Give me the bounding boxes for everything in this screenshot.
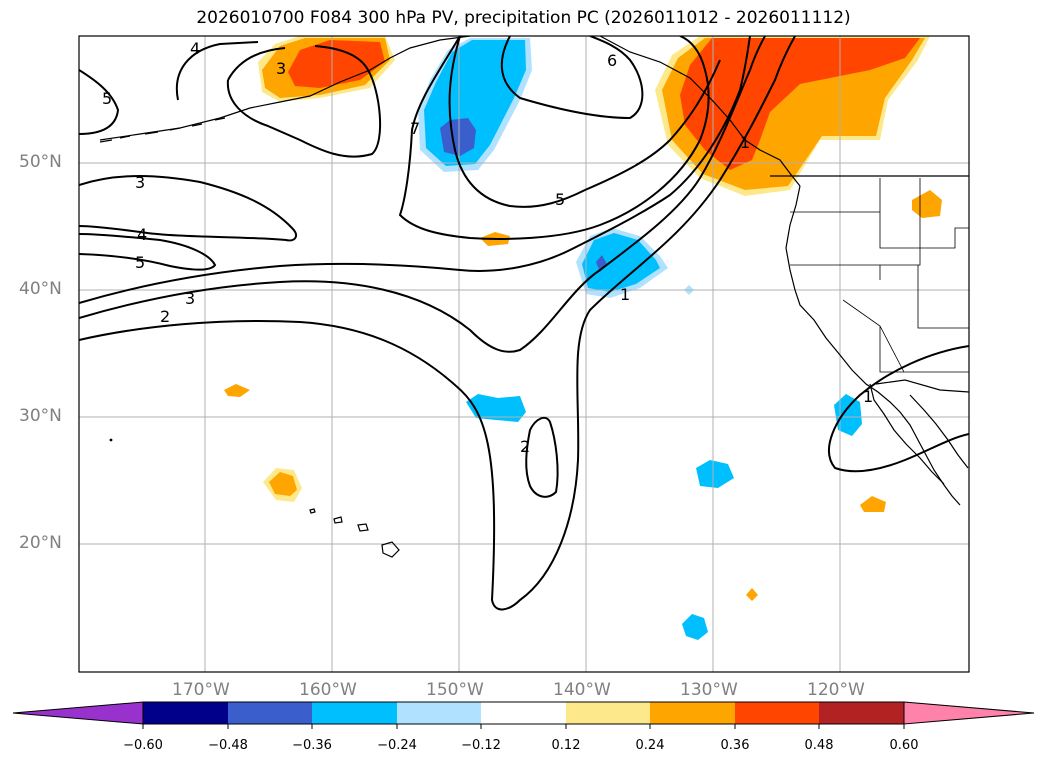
colorbar-segment bbox=[650, 702, 735, 724]
pv-contour-3-west bbox=[79, 175, 297, 242]
pv-contour-3-main bbox=[79, 36, 766, 353]
precip-negative-mid-core bbox=[582, 233, 660, 292]
pv-contours bbox=[79, 36, 969, 611]
colorbar-segment bbox=[143, 702, 228, 724]
gridlines bbox=[79, 36, 969, 672]
precip-positive-tiny bbox=[746, 588, 758, 601]
lat-label: 40°N bbox=[19, 279, 62, 299]
colorbar-extend-left bbox=[12, 701, 144, 725]
colorbar-tick-label: 0.12 bbox=[551, 738, 581, 753]
colorbar-tick-label: −0.24 bbox=[377, 738, 417, 753]
colorbar-tick-label: 0.60 bbox=[889, 738, 919, 753]
lon-label: 150°W bbox=[426, 680, 484, 700]
colorbar-segment bbox=[566, 702, 650, 724]
pv-contour-2 bbox=[79, 36, 796, 611]
map-background bbox=[79, 36, 969, 672]
border-us-mexico bbox=[875, 379, 969, 393]
precip-positive-small2 bbox=[224, 384, 250, 397]
pv-contour-loop-30n bbox=[525, 416, 559, 498]
hawaii-island bbox=[381, 541, 400, 558]
contour-label: 1 bbox=[620, 285, 630, 304]
contour-label: 2 bbox=[520, 437, 530, 456]
colorbar-segment bbox=[228, 702, 312, 724]
lat-label: 30°N bbox=[19, 406, 62, 426]
contour-label: 3 bbox=[135, 173, 145, 192]
contour-labels: 4 3 5 7 6 3 4 5 3 2 5 1 2 1 1 bbox=[102, 39, 873, 456]
contour-label: 1 bbox=[863, 387, 873, 406]
pv-contour-1-baja bbox=[828, 345, 969, 473]
lat-label: 50°N bbox=[19, 152, 62, 172]
colorbar-outline bbox=[142, 701, 905, 725]
colorbar bbox=[12, 701, 1035, 729]
contour-label: 7 bbox=[410, 119, 420, 138]
coastlines bbox=[99, 36, 969, 558]
lon-label: 170°W bbox=[172, 680, 230, 700]
precip-positive-pnw-core bbox=[680, 38, 920, 170]
precip-positive-idaho bbox=[912, 190, 942, 218]
lon-label: 160°W bbox=[299, 680, 357, 700]
lat-label: 20°N bbox=[19, 533, 62, 553]
pv-contour-5-west bbox=[79, 69, 120, 135]
colorbar-tick-label: −0.60 bbox=[123, 738, 163, 753]
contour-label: 4 bbox=[137, 225, 147, 244]
contour-label: 1 bbox=[740, 133, 750, 152]
pv-contour-4-alaska bbox=[175, 41, 286, 101]
precip-positive-alaska-core bbox=[288, 40, 385, 88]
colorbar-tick-label: 0.48 bbox=[804, 738, 834, 753]
pv-contour-3b bbox=[79, 36, 751, 304]
coastline-baja bbox=[869, 383, 945, 485]
colorbar-segment bbox=[481, 702, 566, 724]
precip-shading bbox=[224, 36, 942, 640]
colorbar-tick-label: 0.36 bbox=[720, 738, 750, 753]
colorbar-segment bbox=[397, 702, 481, 724]
hawaii-maui bbox=[357, 523, 369, 532]
colorbar-segment bbox=[312, 702, 397, 724]
precip-negative-small4 bbox=[682, 614, 708, 640]
colorbar-tick-label: −0.48 bbox=[208, 738, 248, 753]
precip-negative-small3 bbox=[696, 460, 734, 488]
contour-label: 4 bbox=[190, 39, 200, 58]
pv-contour-gulf-trough bbox=[398, 36, 710, 240]
colorbar-tick-label: −0.36 bbox=[292, 738, 332, 753]
contour-label: 3 bbox=[185, 289, 195, 308]
contour-label: 3 bbox=[276, 59, 286, 78]
contour-label: 5 bbox=[102, 89, 112, 108]
border-states bbox=[790, 178, 969, 373]
pv-contour-5-inner bbox=[448, 36, 721, 208]
colorbar-tick-label: −0.12 bbox=[461, 738, 501, 753]
precip-positive-baja bbox=[860, 496, 886, 512]
contour-label: 5 bbox=[555, 190, 565, 209]
figure-title: 2026010700 F084 300 hPa PV, precipitatio… bbox=[196, 8, 851, 28]
lon-label: 130°W bbox=[680, 680, 738, 700]
coastline-west-us bbox=[785, 185, 961, 506]
lon-label: 120°W bbox=[807, 680, 865, 700]
hawaii-kauai bbox=[309, 508, 316, 514]
aleutian-islands bbox=[99, 117, 226, 143]
colorbar-segment bbox=[735, 702, 819, 724]
contour-label: 6 bbox=[607, 51, 617, 70]
small-island bbox=[109, 438, 113, 442]
precip-negative-gulf-core bbox=[440, 118, 476, 156]
contour-label: 5 bbox=[135, 253, 145, 272]
precip-negative-mid-spot bbox=[596, 255, 607, 272]
precip-negative-small2 bbox=[834, 394, 862, 436]
precip-negative-small1 bbox=[466, 394, 526, 422]
map-frame bbox=[78, 35, 970, 673]
pv-contour-3-alaska bbox=[226, 45, 382, 158]
colorbar-extend-right bbox=[903, 701, 1035, 725]
pv-contour-6-ridge bbox=[500, 36, 644, 120]
hawaii-oahu bbox=[333, 516, 343, 524]
coastline-mainland-mexico bbox=[909, 394, 969, 469]
map-area: 4 3 5 7 6 3 4 5 3 2 5 1 2 1 1 bbox=[79, 36, 969, 672]
lon-label: 140°W bbox=[553, 680, 611, 700]
pv-contour-5-loop bbox=[79, 233, 217, 271]
colorbar-segment bbox=[819, 702, 904, 724]
precip-positive-hawaii-core bbox=[269, 472, 297, 496]
colorbar-tick-label: 0.24 bbox=[635, 738, 665, 753]
contour-label: 2 bbox=[160, 307, 170, 326]
